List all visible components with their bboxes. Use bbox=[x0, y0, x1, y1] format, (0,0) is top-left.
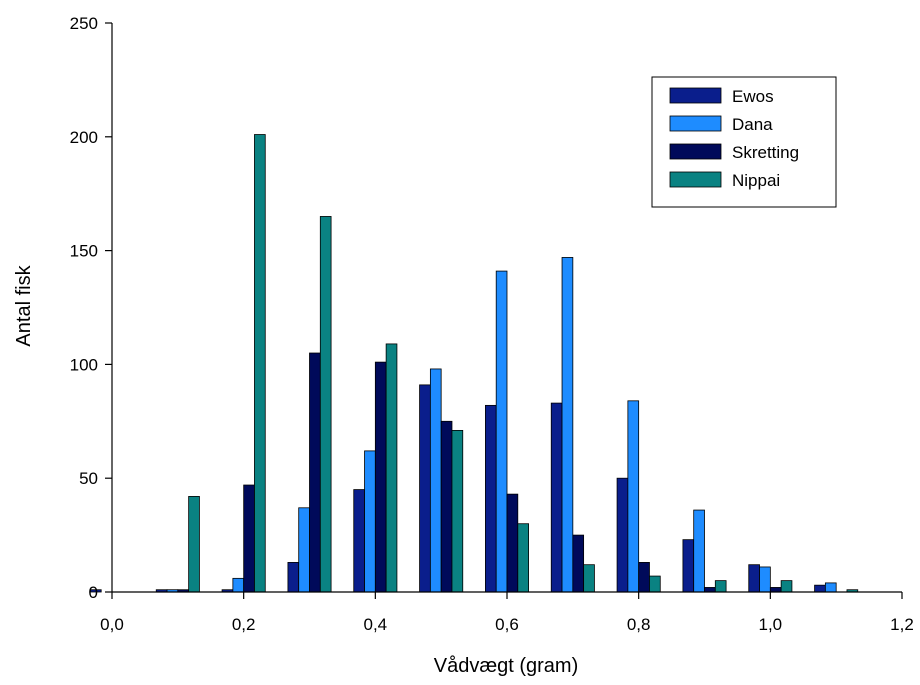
bar-ewos-6 bbox=[485, 404, 497, 593]
legend-label-nippai: Nippai bbox=[732, 171, 780, 190]
bar-skretting-3 bbox=[309, 352, 321, 593]
bar-ewos-4 bbox=[353, 489, 365, 593]
legend-label-dana: Dana bbox=[732, 115, 773, 134]
bar-ewos-7 bbox=[550, 402, 563, 593]
bar-ewos-9 bbox=[682, 539, 695, 593]
bar-ewos-5 bbox=[419, 384, 431, 593]
x-tick-label: 1,0 bbox=[759, 615, 783, 634]
bar-dana-3 bbox=[298, 507, 310, 593]
bar-dana-7 bbox=[561, 257, 574, 593]
bar-nippai-6 bbox=[517, 523, 529, 593]
legend-label-ewos: Ewos bbox=[732, 87, 774, 106]
bar-nippai-1 bbox=[188, 496, 200, 593]
x-tick-label: 0,0 bbox=[100, 615, 124, 634]
x-tick-label: 0,6 bbox=[495, 615, 519, 634]
y-tick-label: 150 bbox=[70, 242, 98, 261]
bar-dana-9 bbox=[693, 509, 705, 593]
bar-nippai-3 bbox=[319, 216, 332, 593]
bar-nippai-10 bbox=[780, 580, 793, 593]
bars-layer bbox=[90, 134, 859, 593]
legend-swatch-nippai bbox=[669, 171, 722, 188]
bar-ewos-0 bbox=[90, 589, 102, 593]
bar-skretting-5 bbox=[440, 420, 453, 593]
bar-dana-4 bbox=[364, 450, 376, 593]
x-axis-title: Vådvægt (gram) bbox=[434, 655, 579, 677]
y-tick-label: 200 bbox=[70, 128, 98, 147]
x-tick-label: 1,2 bbox=[890, 615, 914, 634]
bar-dana-2 bbox=[232, 577, 245, 593]
bar-nippai-4 bbox=[385, 343, 398, 593]
x-tick-label: 0,4 bbox=[364, 615, 388, 634]
y-axis-title: Antal fisk bbox=[13, 264, 35, 346]
bar-skretting-9 bbox=[704, 587, 716, 593]
bar-skretting-8 bbox=[638, 562, 650, 593]
legend-swatch-ewos bbox=[669, 87, 722, 104]
y-tick-label: 50 bbox=[79, 469, 98, 488]
bar-skretting-6 bbox=[506, 493, 519, 593]
x-tick-label: 0,2 bbox=[232, 615, 256, 634]
bar-skretting-10 bbox=[769, 587, 782, 593]
bar-dana-6 bbox=[495, 270, 508, 593]
x-tick-label: 0,8 bbox=[627, 615, 651, 634]
bar-dana-11 bbox=[824, 582, 837, 593]
bar-nippai-7 bbox=[583, 564, 595, 593]
bar-nippai-5 bbox=[451, 429, 464, 593]
bar-nippai-2 bbox=[254, 134, 266, 593]
y-tick-label: 0 bbox=[89, 583, 98, 602]
bar-skretting-7 bbox=[572, 534, 585, 593]
legend-swatch-dana bbox=[669, 115, 722, 132]
bar-skretting-4 bbox=[374, 361, 387, 593]
bar-skretting-2 bbox=[243, 484, 255, 593]
y-tick-label: 250 bbox=[70, 14, 98, 33]
bar-ewos-11 bbox=[814, 584, 826, 593]
legend-label-skretting: Skretting bbox=[732, 143, 799, 162]
bar-dana-10 bbox=[759, 566, 771, 593]
legend: Ewos Dana Skretting Nippai bbox=[651, 76, 837, 208]
bar-dana-5 bbox=[429, 368, 442, 593]
bar-nippai-9 bbox=[714, 580, 727, 593]
axes-layer: 0 50 100 150 200 250 0,0 0,2 0,4 0,6 0,8 1,0 1,2 bbox=[70, 14, 914, 634]
bar-ewos-3 bbox=[287, 562, 300, 593]
bar-nippai-8 bbox=[649, 575, 661, 593]
legend-swatch-skretting bbox=[669, 143, 722, 160]
y-tick-label: 100 bbox=[70, 355, 98, 374]
bar-ewos-8 bbox=[616, 477, 629, 593]
bar-dana-8 bbox=[627, 400, 640, 593]
bar-ewos-10 bbox=[748, 564, 760, 593]
